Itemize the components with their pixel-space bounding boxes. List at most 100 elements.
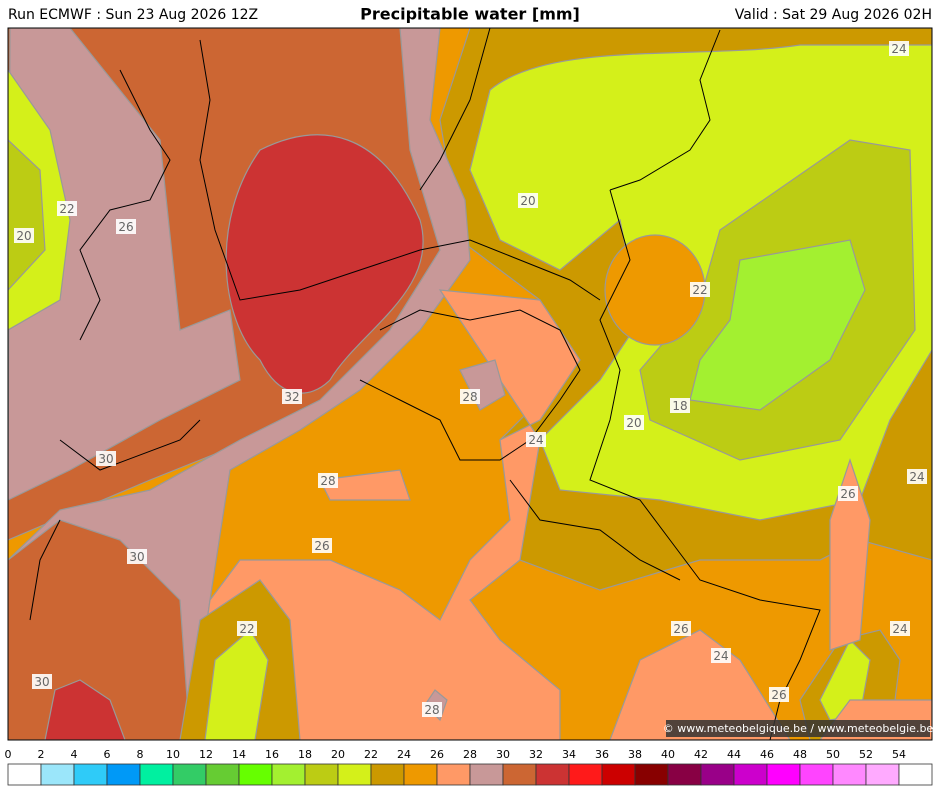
contour-label-box [690, 282, 710, 297]
contour-label: 22 [692, 283, 707, 297]
color-box [403, 763, 438, 786]
contour-label-box [460, 389, 480, 404]
contour-label: 20 [626, 416, 641, 430]
contour-label-box [96, 451, 116, 466]
color-box [172, 763, 207, 786]
colorbar-tick-label: 52 [859, 748, 873, 761]
color-box [535, 763, 570, 786]
run-label: Run ECMWF : Sun 23 Aug 2026 12Z [8, 7, 258, 23]
contour-label: 30 [129, 550, 144, 564]
colorbar-tick-label: 46 [760, 748, 774, 761]
contour-label: 24 [909, 470, 924, 484]
contour-label: 28 [424, 703, 439, 717]
contour-label: 26 [118, 220, 133, 234]
colorbar-tick-label: 10 [166, 748, 180, 761]
contour-label-box [116, 219, 136, 234]
contour-label: 20 [16, 229, 31, 243]
colorbar-tick-label: 44 [727, 748, 741, 761]
contour-label-box [890, 621, 910, 636]
valid-label: Valid : Sat 29 Aug 2026 02H [735, 7, 932, 23]
copyright: © www.meteobelgique.be / www.meteobelgie… [663, 722, 934, 735]
contour-label: 24 [713, 649, 728, 663]
contour-labels: 24 20 22 26 20 22 32 28 18 20 24 30 28 24 26 26 30 22 26 24… [14, 41, 927, 717]
colorbar-tick-label: 16 [265, 748, 279, 761]
colorbar-tick-label: 24 [397, 748, 411, 761]
color-box [601, 763, 636, 786]
color-box [436, 763, 471, 786]
contour-label-box [526, 432, 546, 447]
contour-label-box [318, 473, 338, 488]
color-box [865, 763, 900, 786]
color-box [469, 763, 504, 786]
contour-label-box [671, 621, 691, 636]
contour-label: 26 [771, 688, 786, 702]
colorbar-tick-label: 30 [496, 748, 510, 761]
colorbar-tick-label: 8 [137, 748, 144, 761]
color-box [832, 763, 867, 786]
contour-label-box [624, 415, 644, 430]
color-box [667, 763, 702, 786]
contour-label: 18 [672, 399, 687, 413]
colorbar-tick-label: 2 [38, 748, 45, 761]
colorbar-tick-label: 54 [892, 748, 906, 761]
contour-label-box [838, 486, 858, 501]
color-box [106, 763, 141, 786]
colorbar-tick-label: 20 [331, 748, 345, 761]
color-box [502, 763, 537, 786]
colorbar-tick-label: 4 [71, 748, 78, 761]
contour-label: 26 [314, 539, 329, 553]
map: © www.meteobelgique.be / www.meteobelgie… [7, 27, 934, 741]
contour-label: 24 [892, 622, 907, 636]
contour-label-box [889, 41, 909, 56]
color-box [700, 763, 735, 786]
color-box [898, 763, 933, 786]
color-box [733, 763, 768, 786]
contour-label-box [711, 648, 731, 663]
contour-label: 32 [284, 390, 299, 404]
contour-label-box [422, 702, 442, 717]
color-box [304, 763, 339, 786]
contour-label-box [14, 228, 34, 243]
contour-label-box [518, 193, 538, 208]
contour-label-box [127, 549, 147, 564]
contour-label: 28 [462, 390, 477, 404]
contour-label-box [57, 201, 77, 216]
color-box [7, 763, 42, 786]
contour-label-box [282, 389, 302, 404]
colorbar-tick-label: 22 [364, 748, 378, 761]
color-box [568, 763, 603, 786]
color-box [73, 763, 108, 786]
colorbar-tick-label: 28 [463, 748, 477, 761]
color-box [139, 763, 174, 786]
contour-label: 30 [98, 452, 113, 466]
color-box [271, 763, 306, 786]
contour-label-box [312, 538, 332, 553]
colorbar-tick-label: 32 [529, 748, 543, 761]
colorbar-tick-label: 12 [199, 748, 213, 761]
contour-label: 20 [520, 194, 535, 208]
colorbar-tick-label: 6 [104, 748, 111, 761]
color-box [799, 763, 834, 786]
contour-label: 24 [891, 42, 906, 56]
contour-label-box [670, 398, 690, 413]
contour-label: 28 [320, 474, 335, 488]
colorbar-tick-label: 34 [562, 748, 576, 761]
color-box [40, 763, 75, 786]
colorbar-tick-label: 0 [5, 748, 12, 761]
colorbar-tick-label: 18 [298, 748, 312, 761]
contour-label-box [907, 469, 927, 484]
colorbar-tick-label: 50 [826, 748, 840, 761]
colorbar-tick-label: 26 [430, 748, 444, 761]
contour-label: 24 [528, 433, 543, 447]
colorbar-tick-label: 42 [694, 748, 708, 761]
contour-label: 26 [673, 622, 688, 636]
colorbar-tick-label: 48 [793, 748, 807, 761]
color-box [634, 763, 669, 786]
color-box [238, 763, 273, 786]
contour-label: 22 [239, 622, 254, 636]
colorbar: 0 2 4 6 8 10 12 14 16 18 20 22 24 26 28 30 32 34 36 38 40 42 4… [5, 748, 933, 786]
contour-label: 22 [59, 202, 74, 216]
color-box [370, 763, 405, 786]
colorbar-tick-label: 38 [628, 748, 642, 761]
colorbar-tick-label: 14 [232, 748, 246, 761]
